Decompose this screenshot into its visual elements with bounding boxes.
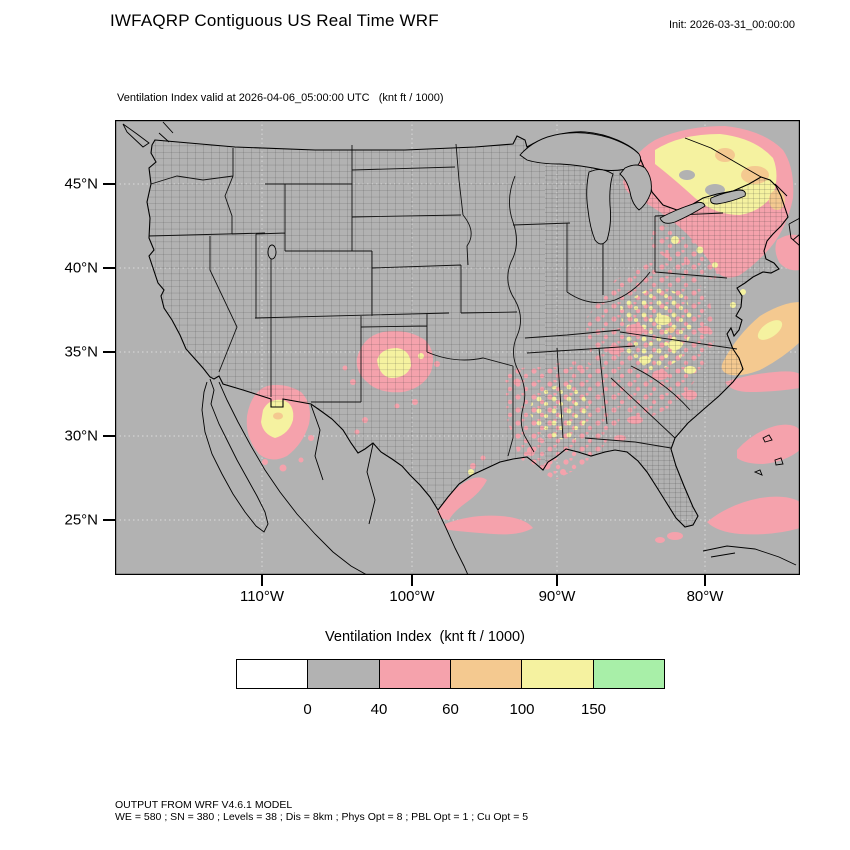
great-lakes — [267, 132, 746, 260]
lat-tick — [103, 435, 115, 437]
lon-tick — [556, 575, 558, 586]
legend-tick-label: 40 — [370, 701, 388, 718]
legend-swatch — [521, 659, 594, 689]
lat-tick — [103, 183, 115, 185]
lon-tick-label: 110°W — [239, 588, 285, 605]
lat-tick-label: 35°N — [64, 343, 98, 361]
mexico-coastlines — [201, 378, 469, 575]
legend-tick-label: 100 — [509, 701, 535, 718]
legend-swatch — [378, 659, 451, 689]
legend-swatch — [592, 659, 665, 689]
legend-swatch — [307, 659, 380, 689]
lat-tick — [103, 519, 115, 521]
lon-tick — [411, 575, 413, 586]
valid-time-subtitle: Ventilation Index valid at 2026-04-06_05… — [117, 92, 444, 104]
lon-tick — [261, 575, 263, 586]
canada-coastlines — [122, 121, 800, 247]
footer-model-line: OUTPUT FROM WRF V4.6.1 MODEL — [115, 799, 293, 811]
lat-tick-label: 40°N — [64, 259, 98, 277]
legend-tick-label: 0 — [303, 701, 312, 718]
map-frame — [115, 120, 800, 575]
lat-tick — [103, 351, 115, 353]
legend-swatch — [449, 659, 523, 689]
lat-tick-label: 30°N — [64, 427, 98, 445]
lat-tick-label: 45°N — [64, 175, 98, 193]
legend-tick-label: 60 — [442, 701, 459, 718]
lat-tick — [103, 267, 115, 269]
lon-tick-label: 100°W — [389, 588, 435, 605]
lon-tick-label: 80°W — [686, 588, 724, 605]
footer-config-line: WE = 580 ; SN = 380 ; Levels = 38 ; Dis … — [115, 811, 529, 823]
init-time-label: Init: 2026-03-31_00:00:00 — [669, 19, 795, 31]
legend-title: Ventilation Index (knt ft / 1000) — [325, 629, 525, 645]
lon-tick-label: 90°W — [538, 588, 576, 605]
mississippi-river-line — [507, 175, 535, 453]
legend-tick-label: 150 — [580, 701, 607, 718]
map-svg — [115, 120, 800, 575]
lon-tick — [704, 575, 706, 586]
legend-bar — [236, 659, 665, 689]
legend-swatch — [236, 659, 309, 689]
cuba-bahamas-coastlines — [702, 434, 797, 566]
plot-title: IWFAQRP Contiguous US Real Time WRF — [110, 11, 439, 30]
lat-tick-label: 25°N — [64, 511, 98, 529]
